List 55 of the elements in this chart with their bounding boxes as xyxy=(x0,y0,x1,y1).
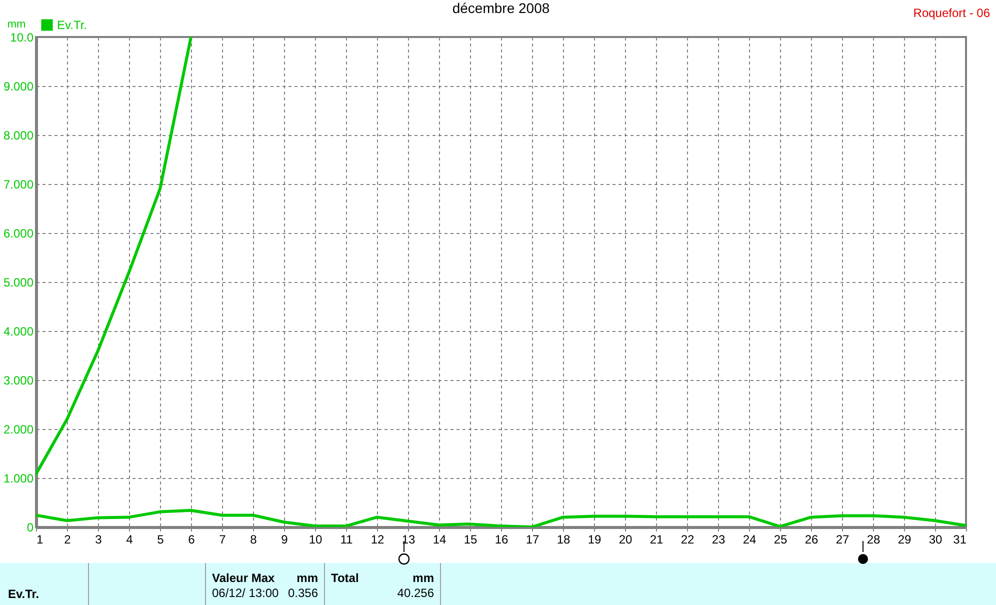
x-tick-label: 19 xyxy=(588,532,602,546)
x-tick-label: 12 xyxy=(370,532,384,546)
x-tick-label: 7 xyxy=(219,532,226,546)
x-tick-label: 27 xyxy=(836,532,850,546)
x-tick-label: 18 xyxy=(556,532,570,546)
x-tick-label: 6 xyxy=(188,532,196,546)
x-tick-label: 26 xyxy=(804,532,818,546)
x-tick-label: 5 xyxy=(157,532,164,546)
y-tick-label: 5.000 xyxy=(3,276,34,290)
x-tick-label: 29 xyxy=(898,532,912,546)
y-tick-label: 3.000 xyxy=(3,374,34,388)
x-tick-label: 21 xyxy=(650,532,664,546)
y-tick-label: 6.000 xyxy=(3,226,34,240)
y-tick-label: 9.000 xyxy=(3,80,34,94)
text: Valeur Max xyxy=(212,571,275,585)
text: Ev.Tr. xyxy=(8,587,40,601)
text: 40.256 xyxy=(397,586,434,600)
y-tick-label: 1.000 xyxy=(3,472,34,486)
x-tick-label: 22 xyxy=(680,532,694,546)
x-tick-label: 2 xyxy=(64,532,72,546)
text: Roquefort - 06 xyxy=(913,6,990,20)
x-tick-label: 15 xyxy=(464,532,478,546)
legend-label: Ev.Tr. xyxy=(57,18,87,32)
x-tick-label: 11 xyxy=(340,532,354,546)
x-tick-label: 30 xyxy=(928,532,942,546)
line-series xyxy=(36,37,192,476)
y-tick-label: 8.000 xyxy=(3,128,34,142)
x-tick-label: 24 xyxy=(742,532,756,546)
chart-title: décembre 2008 xyxy=(452,0,550,16)
text: 0.356 xyxy=(288,586,318,600)
y-tick-label: 2.000 xyxy=(3,422,34,436)
x-tick-label: 20 xyxy=(618,532,632,546)
text: Total xyxy=(331,571,359,585)
x-tick-label: 14 xyxy=(432,532,446,546)
x-tick-label: 10 xyxy=(308,532,322,546)
text: mm xyxy=(412,571,434,585)
x-tick-label: 28 xyxy=(866,532,880,546)
x-tick-label: 25 xyxy=(774,532,788,546)
text: 06/12/ 13:00 xyxy=(212,586,279,600)
x-tick-label: 16 xyxy=(494,532,508,546)
x-tick-label: 3 xyxy=(95,532,102,546)
y-tick-label: 7.000 xyxy=(3,178,34,192)
y-tick-label: 4.000 xyxy=(3,324,34,338)
x-tick-label: 31 xyxy=(953,532,967,546)
text: mm xyxy=(296,571,318,585)
y-tick-label: 10.0 xyxy=(10,30,34,44)
x-tick-label: 1 xyxy=(36,532,44,546)
x-tick-label: 9 xyxy=(281,532,288,546)
x-tick-label: 4 xyxy=(126,532,134,546)
x-tick-label: 13 xyxy=(402,532,416,546)
x-tick-label: 17 xyxy=(526,532,540,546)
x-tick-label: 8 xyxy=(250,532,258,546)
x-tick-label: 23 xyxy=(712,532,726,546)
y-axis-title: mm xyxy=(7,18,26,30)
y-tick-label: 0 xyxy=(26,520,34,534)
